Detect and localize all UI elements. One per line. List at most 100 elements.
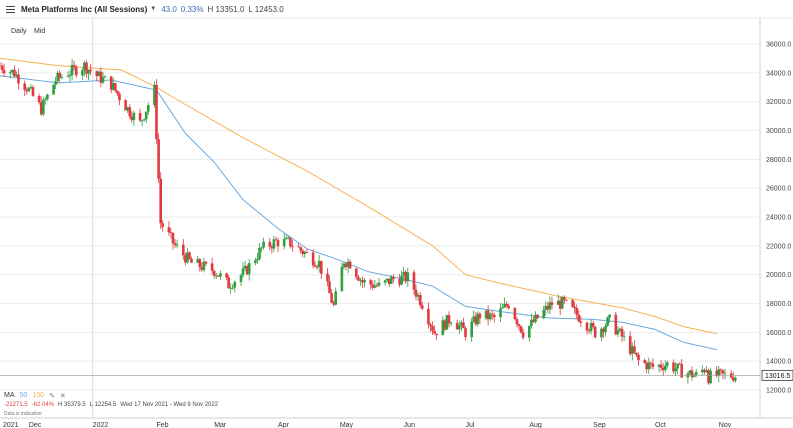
candle-body xyxy=(517,324,521,327)
candle-body xyxy=(661,368,665,371)
candle-body xyxy=(0,65,2,67)
candle-body xyxy=(604,326,607,333)
candle-body xyxy=(219,273,222,277)
candle-body xyxy=(142,119,146,121)
candle-body xyxy=(449,322,453,324)
candle-body xyxy=(320,260,323,274)
candle-body xyxy=(361,279,364,283)
candle-body xyxy=(317,260,321,267)
candle-body xyxy=(130,116,134,121)
candle-body xyxy=(126,107,129,111)
candle-body xyxy=(161,223,164,228)
candle-body xyxy=(565,299,568,301)
candle-body xyxy=(392,277,395,279)
price-tick-label: 22000.0 xyxy=(766,243,791,250)
candle-body xyxy=(645,362,648,370)
candle-body xyxy=(721,370,725,374)
candle-body xyxy=(340,267,344,292)
candle-body xyxy=(678,363,681,365)
period-change: -21271.5 xyxy=(4,402,28,408)
price-tick-label: 32000.0 xyxy=(766,99,791,106)
candle-body xyxy=(182,244,185,256)
candle-body xyxy=(499,308,502,318)
candle-body xyxy=(54,81,57,85)
candle-body xyxy=(573,306,576,308)
candle-body xyxy=(635,352,638,355)
candle-body xyxy=(579,321,583,323)
interval-mid[interactable]: Mid xyxy=(34,28,46,35)
candle-body xyxy=(301,250,305,254)
candle-body xyxy=(229,288,232,289)
period-low: L 12254.5 xyxy=(89,402,117,408)
candle-body xyxy=(245,266,249,275)
candle-body xyxy=(719,369,723,371)
candle-body xyxy=(112,83,115,90)
candle-body xyxy=(470,321,473,338)
period-stats: -21271.5 -62.04% H 35379.5 L 12254.5 Wed… xyxy=(4,402,218,408)
candle-body xyxy=(311,252,315,266)
candle-body xyxy=(97,71,101,77)
candle-body xyxy=(83,62,86,71)
candle-body xyxy=(210,263,214,271)
candle-body xyxy=(723,373,727,375)
price-tick-label: 20000.0 xyxy=(766,272,791,279)
candle-body xyxy=(2,70,6,74)
candle-body xyxy=(600,328,603,338)
candle-body xyxy=(647,362,651,370)
candle-body xyxy=(217,275,220,277)
ma-settings-icon[interactable]: ✎ xyxy=(48,393,55,400)
candle-body xyxy=(258,247,261,259)
ma-close-icon[interactable]: ✕ xyxy=(59,393,66,400)
candle-body xyxy=(239,275,243,282)
candle-body xyxy=(70,65,74,75)
interval-daily[interactable]: Daily xyxy=(11,28,27,35)
candle-body xyxy=(563,297,566,300)
instrument-title[interactable]: Meta Platforms Inc (All Sessions) xyxy=(21,4,148,14)
candle-body xyxy=(383,280,387,283)
candle-body xyxy=(694,372,698,376)
candle-body xyxy=(346,261,350,267)
time-tick-label: Nov xyxy=(719,422,732,428)
candle-body xyxy=(587,330,591,332)
candle-body xyxy=(435,333,438,336)
candle-body xyxy=(709,370,712,384)
candle-body xyxy=(474,316,478,325)
price-tick-label: 18000.0 xyxy=(766,301,791,308)
candle-body xyxy=(144,111,148,120)
hamburger-menu-icon[interactable] xyxy=(6,5,15,13)
candle-body xyxy=(23,83,26,90)
candle-body xyxy=(659,364,663,368)
candle-body xyxy=(13,69,16,77)
candle-body xyxy=(703,369,706,373)
candle-body xyxy=(692,375,696,378)
candle-body xyxy=(334,291,337,305)
candle-body xyxy=(15,74,18,77)
candle-body xyxy=(462,322,465,329)
candle-body xyxy=(46,94,49,100)
time-tick-label: Feb xyxy=(157,422,169,428)
time-tick-label: Jun xyxy=(404,422,415,428)
session-high: H 13351.0 xyxy=(207,4,245,14)
price-tick-label: 36000.0 xyxy=(766,42,791,49)
candle-body xyxy=(313,265,317,267)
candle-body xyxy=(602,328,605,333)
caret-down-icon[interactable]: ▼ xyxy=(150,6,157,12)
candle-body xyxy=(373,285,377,288)
candle-body xyxy=(701,369,704,373)
candle-body xyxy=(357,277,360,281)
price-tick-label: 34000.0 xyxy=(766,70,791,77)
candle-body xyxy=(103,76,107,78)
candle-body xyxy=(731,377,735,381)
candle-body xyxy=(291,246,294,248)
candle-body xyxy=(493,314,496,318)
candle-body xyxy=(268,241,272,247)
candle-body xyxy=(534,314,537,323)
candle-body xyxy=(484,310,488,319)
candle-body xyxy=(289,237,292,247)
candle-body xyxy=(196,259,199,263)
session-low: L 12453.0 xyxy=(248,4,284,14)
candle-body xyxy=(299,247,302,251)
candle-body xyxy=(116,90,119,94)
candle-body xyxy=(282,239,286,247)
